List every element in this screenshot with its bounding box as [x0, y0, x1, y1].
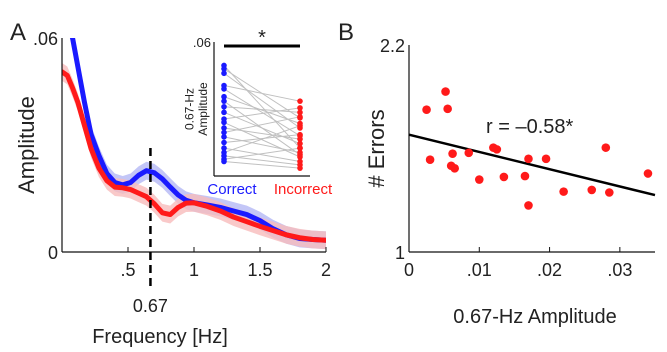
inset-correct-point: [221, 103, 227, 110]
panel-a-plot-area: [62, 38, 326, 250]
panel-b-chart: 0 .01 .02 .03 1 2.2 # Errors 0.67-Hz Amplitude r…: [364, 36, 656, 328]
inset-correct-point: [221, 70, 227, 77]
correlation-annotation: r = –0.58*: [486, 116, 574, 138]
inset-correct-point: [221, 134, 227, 140]
panel-b-y-tick-label: 1: [395, 243, 405, 263]
panel-b-y-label: # Errors: [364, 109, 389, 187]
inset-incorrect-point: [297, 114, 303, 120]
inset-incorrect-point: [297, 149, 303, 156]
inset-y-tick-label: .06: [193, 35, 211, 50]
panel-b-x-tick-label: .02: [537, 260, 562, 280]
inset-incorrect-point: [297, 165, 303, 171]
panel-a-x-tick-label: 2: [321, 260, 331, 280]
inset-incorrect-point: [297, 136, 303, 142]
inset-incorrect-point: [297, 131, 303, 138]
marker-label: 0.67: [133, 296, 168, 316]
inset-correct-point: [221, 66, 227, 72]
scatter-point: [524, 154, 533, 164]
inset-incorrect-point: [297, 122, 303, 129]
inset-correct-point: [221, 119, 227, 126]
scatter-point: [559, 187, 568, 196]
inset-correct-point: [221, 109, 227, 116]
inset-pair-line: [223, 88, 301, 137]
inset-pair-line: [223, 106, 301, 113]
inset-pair-line: [223, 147, 301, 162]
panel-a-y-label: Amplitude: [14, 96, 39, 194]
scatter-point: [492, 145, 502, 154]
panel-label-a: A: [10, 19, 26, 46]
inset-correct-point: [221, 93, 227, 100]
inset-y-label-line: 0.67-Hz: [183, 88, 197, 130]
scatter-point: [443, 104, 452, 114]
regression-line: [408, 133, 656, 197]
series-blue-line: [69, 38, 326, 243]
panel-a-chart: .5 1 1.5 2 0 .06 Amplitude Frequency [Hz] 0.67: [14, 29, 331, 348]
inset-incorrect-point: [297, 105, 303, 111]
scatter-point: [464, 148, 474, 158]
scatter-point: [587, 185, 597, 195]
panel-a-x-label: Frequency [Hz]: [92, 326, 228, 348]
scatter-point: [541, 154, 551, 164]
scatter-point: [605, 188, 614, 197]
inset-pair-line: [223, 107, 301, 120]
panel-b-x-tick-label: .03: [607, 260, 632, 280]
panel-b-y-tick-label: 2.2: [380, 36, 405, 56]
scatter-point: [441, 87, 450, 96]
scatter-point: [643, 169, 653, 178]
panel-b-x-tick-label: .01: [467, 260, 492, 280]
inset-correct-point: [221, 125, 227, 131]
panel-label-b: B: [338, 19, 354, 46]
scatter-point: [474, 175, 484, 184]
inset-correct-point: [221, 158, 227, 165]
inset-incorrect-point: [297, 109, 303, 116]
inset-correct-point: [221, 145, 227, 151]
panel-a-y-tick-label: .06: [33, 29, 58, 49]
inset-y-label: 0.67-HzAmplitude: [183, 82, 210, 136]
panel-a-x-tick-label: 1: [189, 260, 199, 280]
inset-correct-point: [221, 86, 227, 92]
panel-a-x-tick-label: .5: [120, 260, 135, 280]
inset-significance-star: *: [258, 27, 266, 49]
inset-correct-point: [221, 98, 227, 104]
scatter-point: [520, 171, 530, 181]
inset-pair-line: [223, 160, 301, 169]
inset-y-label-line: Amplitude: [196, 82, 210, 136]
inset-incorrect-point: [297, 154, 303, 160]
inset-pair-line: [223, 121, 301, 158]
series-red-band: [62, 62, 326, 250]
inset-category-incorrect: Incorrect: [274, 181, 333, 198]
scatter-point: [450, 164, 459, 173]
inset-pair-line: [223, 116, 301, 133]
scatter-point: [524, 201, 533, 210]
scatter-point: [601, 143, 611, 152]
series-red-line: [62, 69, 326, 243]
inset-incorrect-point: [297, 140, 303, 147]
scatter-point: [425, 155, 435, 165]
panel-b-x-tick-label: 0: [404, 260, 414, 280]
inset-incorrect-point: [297, 98, 303, 104]
inset-pair-line: [223, 147, 301, 160]
inset-pair-line: [223, 125, 301, 154]
panel-a-x-tick-label: 1.5: [247, 260, 272, 280]
panel-a-y-tick-label: 0: [48, 243, 58, 263]
inset-correct-point: [221, 139, 227, 146]
scatter-point: [422, 105, 431, 114]
scatter-point: [448, 149, 457, 158]
panel-b-x-label: 0.67-Hz Amplitude: [453, 306, 616, 328]
inset-pair-line: [223, 134, 301, 143]
panel-a-inset: .06 0.67-HzAmplitude * Correct Incorrect: [183, 27, 333, 198]
inset-incorrect-point: [297, 145, 303, 151]
inset-correct-point: [221, 129, 227, 136]
inset-category-correct: Correct: [207, 181, 257, 198]
inset-pair-line: [223, 85, 301, 102]
inset-pair-line: [223, 65, 301, 149]
scatter-point: [499, 172, 509, 182]
